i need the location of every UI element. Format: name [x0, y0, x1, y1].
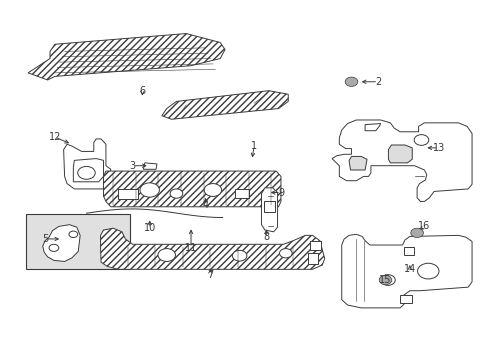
Text: 16: 16 — [417, 221, 429, 231]
Text: 11: 11 — [184, 243, 197, 253]
Bar — [309, 241, 320, 249]
Text: 2: 2 — [374, 77, 381, 87]
Polygon shape — [101, 228, 324, 269]
Bar — [234, 189, 249, 198]
Circle shape — [410, 228, 423, 238]
Text: 9: 9 — [277, 188, 284, 198]
Circle shape — [158, 249, 175, 261]
Circle shape — [378, 275, 391, 285]
Circle shape — [232, 250, 246, 261]
Text: 10: 10 — [143, 223, 156, 233]
Polygon shape — [348, 157, 366, 170]
Text: 4: 4 — [202, 200, 208, 210]
Bar — [264, 202, 275, 212]
Bar — [399, 296, 411, 303]
Polygon shape — [63, 139, 111, 189]
Circle shape — [413, 135, 428, 145]
Text: 1: 1 — [251, 141, 257, 151]
Text: 7: 7 — [207, 270, 213, 280]
Circle shape — [78, 166, 95, 179]
Bar — [403, 247, 413, 255]
Polygon shape — [103, 171, 281, 207]
Text: 8: 8 — [263, 232, 269, 242]
Polygon shape — [341, 234, 471, 308]
Circle shape — [345, 77, 357, 86]
Circle shape — [140, 183, 159, 197]
Text: 3: 3 — [129, 161, 136, 171]
Circle shape — [380, 275, 394, 285]
Polygon shape — [143, 163, 157, 169]
Polygon shape — [365, 123, 380, 131]
Text: 5: 5 — [42, 234, 48, 244]
Bar — [118, 189, 137, 199]
Polygon shape — [261, 188, 277, 232]
Text: 15: 15 — [379, 275, 391, 285]
Text: 6: 6 — [139, 86, 145, 96]
Text: 12: 12 — [49, 132, 61, 142]
Polygon shape — [42, 225, 80, 261]
Circle shape — [279, 249, 291, 258]
Circle shape — [49, 244, 59, 251]
Polygon shape — [331, 120, 471, 202]
Circle shape — [69, 231, 78, 238]
Circle shape — [203, 184, 221, 197]
Polygon shape — [28, 33, 224, 80]
Polygon shape — [162, 91, 287, 119]
Polygon shape — [73, 158, 103, 182]
Text: 13: 13 — [432, 143, 444, 153]
Polygon shape — [387, 145, 411, 163]
Bar — [26, 214, 130, 269]
Bar — [307, 253, 318, 264]
Circle shape — [170, 189, 183, 198]
Text: 14: 14 — [403, 264, 415, 274]
Circle shape — [417, 263, 438, 279]
